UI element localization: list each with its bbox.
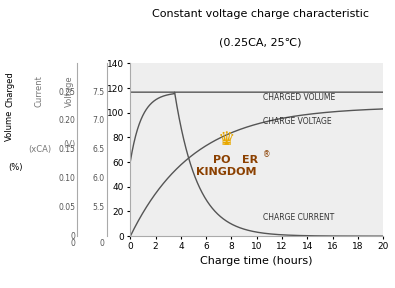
- Text: 0: 0: [100, 239, 105, 248]
- Text: CHARGED VOLUME: CHARGED VOLUME: [263, 93, 335, 103]
- Text: ER: ER: [242, 155, 258, 165]
- Text: 0.05: 0.05: [58, 203, 75, 212]
- Text: 0: 0: [70, 232, 75, 241]
- Text: 6.5: 6.5: [92, 145, 105, 154]
- Text: (%): (%): [8, 162, 22, 172]
- Text: 0.20: 0.20: [58, 116, 75, 126]
- Text: 7.0: 7.0: [92, 116, 105, 126]
- Text: 0: 0: [70, 239, 75, 248]
- Text: Voltage: Voltage: [65, 75, 73, 107]
- Text: ▲: ▲: [224, 139, 229, 145]
- Text: Charged: Charged: [6, 71, 14, 107]
- X-axis label: Charge time (hours): Charge time (hours): [201, 255, 313, 266]
- Text: (V): (V): [63, 140, 75, 149]
- Text: 7.5: 7.5: [92, 88, 105, 97]
- Text: ♛: ♛: [218, 130, 235, 149]
- Text: Volume: Volume: [6, 110, 14, 141]
- Text: 0.10: 0.10: [58, 174, 75, 183]
- Text: 6.0: 6.0: [92, 174, 105, 183]
- Text: CHARGE CURRENT: CHARGE CURRENT: [263, 213, 334, 222]
- Text: Current: Current: [35, 75, 44, 107]
- Text: KINGDOM: KINGDOM: [196, 167, 257, 177]
- Text: (0.25CA, 25℃): (0.25CA, 25℃): [220, 37, 302, 48]
- Text: CHARGE VOLTAGE: CHARGE VOLTAGE: [263, 117, 332, 126]
- Text: 5.5: 5.5: [92, 203, 105, 212]
- Text: 0.25: 0.25: [58, 88, 75, 97]
- Text: PO: PO: [213, 155, 230, 165]
- Text: 0.15: 0.15: [58, 145, 75, 154]
- Text: (xCA): (xCA): [28, 145, 51, 154]
- Text: ®: ®: [263, 150, 271, 159]
- Text: Constant voltage charge characteristic: Constant voltage charge characteristic: [152, 9, 369, 19]
